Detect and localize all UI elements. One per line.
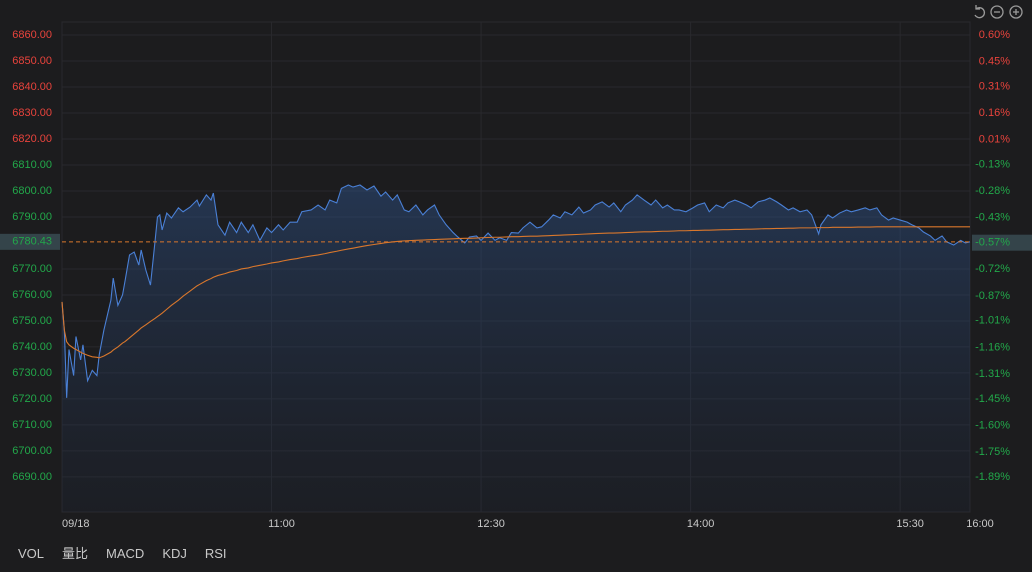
price-area [62,184,970,513]
y-tick-label: 6770.00 [12,263,52,275]
y2-tick-label: -1.89% [975,471,1010,483]
y2-tick-label: -1.60% [975,419,1010,431]
y2-tick-label: -1.16% [975,341,1010,353]
y-tick-label: 6840.00 [12,81,52,93]
x-tick-label: 15:30 [896,518,924,530]
y-tick-label: 6800.00 [12,185,52,197]
toolbar-icons [974,5,1023,19]
y-tick-label: 6810.00 [12,159,52,171]
y-tick-label: 6700.00 [12,445,52,457]
x-tick-label: 14:00 [687,518,715,530]
indicator-tab[interactable]: MACD [106,546,145,561]
y2-tick-label: -0.43% [975,212,1010,224]
x-tick-label: 12:30 [477,518,505,530]
reset-icon[interactable] [974,5,985,19]
y2-tick-label: -0.87% [975,290,1010,302]
marks [61,184,971,513]
y-tick-label: 6750.00 [12,315,52,327]
y2-tick-label: -0.28% [975,185,1010,197]
y2-tick-label: -0.57% [975,237,1010,249]
y-tick-label: 6690.00 [12,471,52,483]
y2-tick-label: 0.60% [979,29,1010,41]
y2-tick-label: -1.31% [975,368,1010,380]
price-line [61,184,971,398]
last-price-box [0,233,60,250]
y2-tick-label: -0.72% [975,263,1010,275]
y-tick-label: 6850.00 [12,55,52,67]
y2-tick-label: 0.01% [979,134,1010,146]
zoom-out-icon[interactable] [990,5,1004,19]
x-tick-label: 11:00 [268,518,295,530]
chart: 6860.00 6850.00 6840.00 6830.00 6820.00 6810.… [0,5,1032,530]
y-tick-label: 6740.00 [12,341,52,353]
y2-tick-label: 0.16% [979,107,1010,119]
y-tick-label: 6710.00 [12,419,52,431]
x-tick-label: 16:00 [966,518,994,530]
indicator-tabs: VOL 量比 MACD KDJ RSI [0,540,1032,568]
y2-tick-label: -1.45% [975,393,1010,405]
y-tick-label: 6820.00 [12,133,52,145]
last-price-label: 6780.43 [12,236,52,248]
indicator-tab[interactable]: 量比 [62,546,89,561]
average-line [61,226,970,359]
indicator-tab[interactable]: VOL [18,546,45,561]
y-tick-label: 6790.00 [12,211,52,223]
y-tick-label: 6720.00 [12,393,52,405]
indicator-tab[interactable]: KDJ [162,546,187,561]
y-tick-label: 6730.00 [12,367,52,379]
x-tick-label: 09/18 [62,518,90,530]
y-tick-label: 6830.00 [12,107,52,119]
y-tick-label: 6760.00 [12,289,52,301]
y2-tick-label: 0.31% [979,80,1010,92]
y2-tick-label: -1.75% [975,446,1010,458]
y2-tick-label: -0.13% [975,158,1010,170]
y-tick-label: 6860.00 [12,29,52,41]
y2-highlight [972,234,1032,251]
y2-tick-label: 0.45% [979,55,1010,67]
y2-tick-label: -1.01% [975,315,1010,327]
labels: 6860.00 6850.00 6840.00 6830.00 6820.00 6810.… [0,29,1032,530]
indicator-tab[interactable]: RSI [204,546,227,561]
zoom-in-icon[interactable] [1009,5,1023,19]
